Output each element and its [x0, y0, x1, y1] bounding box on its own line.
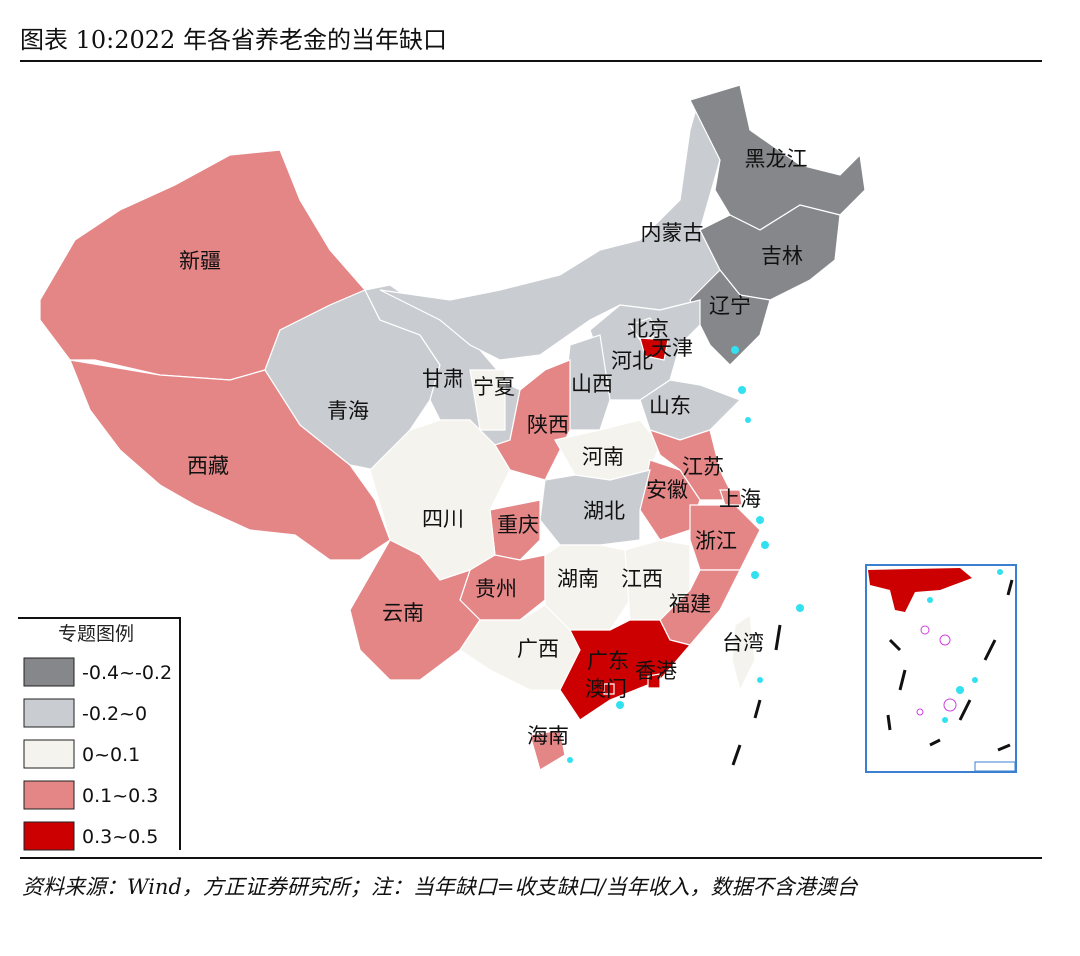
legend-swatch [23, 739, 75, 769]
province-label: 西藏 [187, 454, 229, 478]
legend-label: -0.2~0 [82, 703, 147, 725]
province-label: 广西 [517, 637, 559, 661]
legend-label: 0.3~0.5 [82, 826, 158, 848]
province [529, 729, 566, 771]
province [639, 337, 669, 361]
province-label: 湖北 [583, 499, 625, 523]
province-label: 江苏 [682, 455, 724, 479]
province-label: 河南 [582, 445, 624, 469]
legend-swatch [23, 657, 75, 687]
province-label: 香港 [635, 659, 677, 683]
province-label: 甘肃 [422, 367, 464, 391]
province [647, 673, 661, 689]
legend: 专题图例 -0.4~-0.2 -0.2~0 0~0.1 0.1~0.3 0.3~0.5 [18, 617, 181, 851]
province-label: 上海 [719, 487, 761, 511]
province [719, 489, 743, 506]
province-label: 福建 [669, 592, 711, 616]
province [689, 84, 866, 231]
province-label: 天津 [651, 336, 693, 360]
province-label: 贵州 [475, 577, 517, 601]
province-label: 陕西 [527, 413, 569, 437]
coast-islands [567, 346, 804, 763]
province [539, 469, 651, 546]
province [731, 613, 756, 692]
province-label: 重庆 [497, 513, 539, 537]
province [629, 317, 661, 341]
province-label: 黑龙江 [745, 147, 808, 171]
province-label: 安徽 [646, 478, 688, 502]
province-label: 海南 [527, 724, 569, 748]
province-label: 宁夏 [473, 375, 515, 399]
source-note: 资料来源：Wind，方正证券研究所；注：当年缺口=收支缺口/当年收入，数据不含港… [22, 875, 858, 899]
legend-label: 0~0.1 [82, 744, 140, 766]
legend-swatch [23, 698, 75, 728]
province [603, 683, 615, 695]
province [699, 204, 841, 301]
province-label: 四川 [422, 507, 464, 531]
province [69, 359, 391, 561]
province-label: 山东 [649, 394, 691, 418]
province-label: 云南 [382, 601, 424, 625]
inset [865, 564, 1017, 773]
province-label: 台湾 [722, 631, 764, 655]
province [469, 369, 506, 431]
legend-label: -0.4~-0.2 [82, 662, 172, 684]
province-label: 湖南 [557, 567, 599, 591]
province-label: 广东 [587, 649, 629, 673]
legend-swatch [23, 821, 75, 851]
province-label: 内蒙古 [641, 221, 704, 245]
provinces [39, 84, 866, 771]
province-label: 江西 [621, 567, 663, 591]
province-label: 吉林 [761, 244, 803, 268]
province-label: 青海 [327, 399, 369, 423]
province [379, 94, 731, 361]
province [559, 619, 692, 721]
province-label: 澳门 [585, 677, 627, 701]
legend-label: 0.1~0.3 [82, 785, 158, 807]
province-label: 辽宁 [709, 294, 751, 318]
province-label: 山西 [571, 372, 613, 396]
title: 图表 10:2022 年各省养老金的当年缺口 [20, 26, 447, 54]
legend-swatch [23, 780, 75, 810]
legend-title: 专题图例 [58, 623, 134, 645]
province-label: 新疆 [179, 249, 221, 273]
nine-dash [731, 624, 782, 766]
province-label: 北京 [627, 317, 669, 341]
province-label: 河北 [611, 349, 653, 373]
province [494, 359, 571, 481]
province-label: 浙江 [695, 529, 737, 553]
province [689, 269, 771, 366]
